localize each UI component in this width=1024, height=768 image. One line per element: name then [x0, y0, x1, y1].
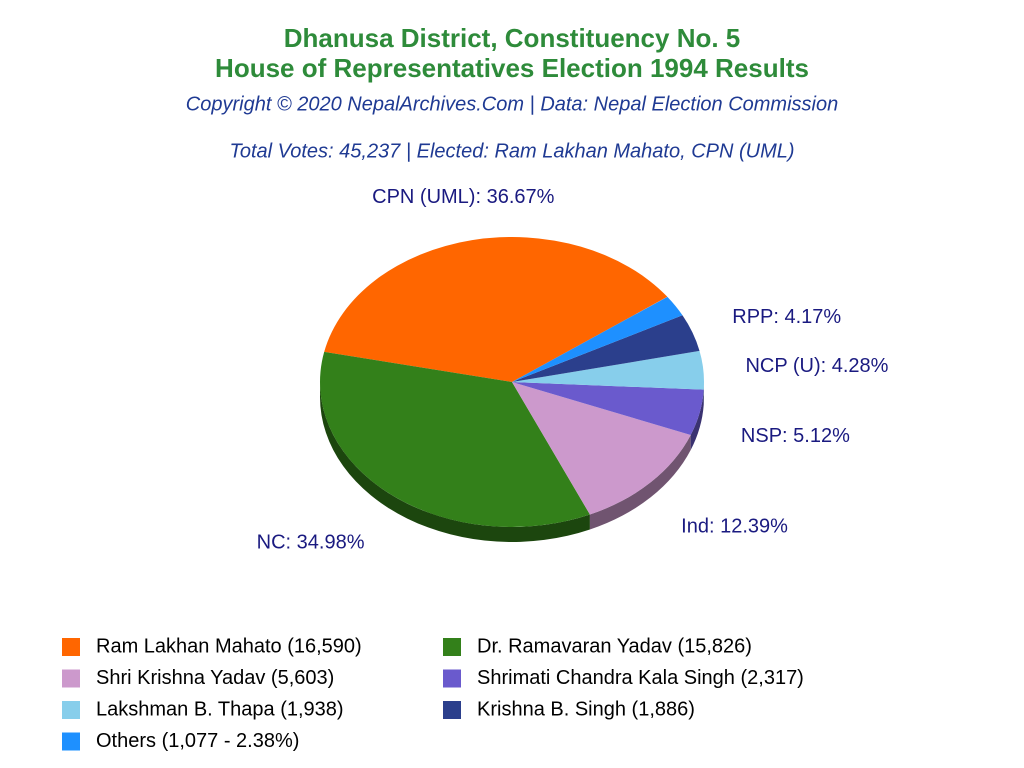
- credit: Copyright © 2020 NepalArchives.Com | Dat…: [186, 93, 838, 115]
- legend-label: Ram Lakhan Mahato (16,590): [96, 635, 362, 657]
- slice-depth: [589, 435, 691, 530]
- pie-slice: [512, 382, 704, 436]
- summary: Total Votes: 45,237 | Elected: Ram Lakha…: [229, 140, 794, 162]
- pie-slice: [324, 237, 668, 382]
- slice-label: NSP: 5.12%: [741, 425, 850, 447]
- legend-label: Lakshman B. Thapa (1,938): [96, 698, 344, 720]
- chart-title: Dhanusa District, Constituency No. 5: [284, 23, 741, 53]
- legend-swatch: [62, 669, 80, 688]
- slice-label: RPP: 4.17%: [732, 306, 841, 328]
- pie-slice: [512, 350, 704, 390]
- pie-slice: [512, 315, 700, 382]
- legend-label: Dr. Ramavaran Yadav (15,826): [477, 635, 752, 657]
- slice-label: CPN (UML): 36.67%: [372, 186, 554, 208]
- legend-swatch: [62, 638, 80, 656]
- legend-label: Shri Krishna Yadav (5,603): [96, 667, 334, 689]
- pie-slice: [320, 351, 590, 527]
- slice-label: NCP (U): 4.28%: [745, 355, 888, 377]
- legend-swatch: [443, 638, 461, 656]
- slice-depth: [320, 382, 590, 542]
- legend-label: Shrimati Chandra Kala Singh (2,317): [477, 667, 804, 689]
- legend-swatch: [443, 701, 461, 719]
- slice-label: Ind: 12.39%: [681, 516, 788, 538]
- legend-label: Krishna B. Singh (1,886): [477, 698, 695, 720]
- pie-slice: [512, 296, 683, 382]
- legend-swatch: [62, 701, 80, 719]
- legend-swatch: [443, 669, 461, 688]
- chart-subtitle: House of Representatives Election 1994 R…: [215, 53, 809, 83]
- legend-swatch: [62, 732, 80, 751]
- legend-label: Others (1,077 - 2.38%): [96, 730, 299, 752]
- slice-label: NC: 34.98%: [257, 532, 365, 554]
- pie-slice: [512, 382, 691, 515]
- slice-depth: [690, 389, 704, 451]
